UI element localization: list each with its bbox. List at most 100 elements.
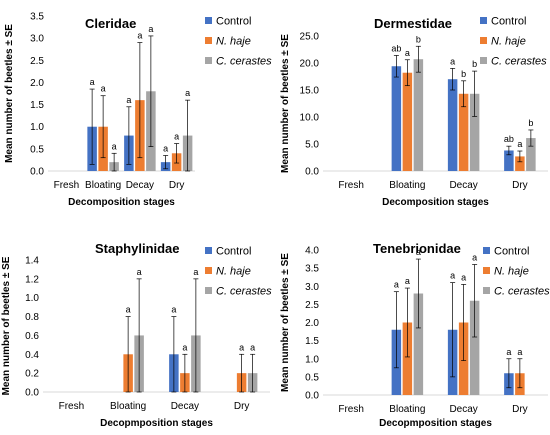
x-axis-label: Decomposition stages bbox=[68, 197, 175, 208]
bar bbox=[413, 293, 424, 395]
bar bbox=[402, 322, 413, 395]
bar bbox=[391, 66, 402, 171]
significance-letter: a bbox=[174, 132, 179, 142]
y-tick-label: 10.0 bbox=[300, 113, 320, 124]
significance-letter: a bbox=[405, 276, 410, 286]
significance-letter: a bbox=[101, 84, 106, 94]
legend-label: N. haje bbox=[491, 36, 526, 48]
significance-letter: a bbox=[126, 95, 131, 105]
y-tick-label: 3.0 bbox=[305, 282, 319, 293]
y-tick-label: 3.5 bbox=[305, 264, 319, 275]
y-tick-label: 1.0 bbox=[25, 293, 39, 304]
significance-letter: a bbox=[506, 347, 511, 357]
significance-letter: a bbox=[450, 271, 455, 281]
significance-letter: a bbox=[193, 267, 198, 277]
chart-panel: Cleridae 0.0 0.5 1.0 1.5 2.0 2.5 3.0 3.5 Mean num… bbox=[4, 12, 272, 209]
bar bbox=[515, 156, 525, 171]
y-tick-label: 1.0 bbox=[30, 122, 44, 133]
y-tick-label: 0.8 bbox=[25, 312, 39, 323]
y-tick-label: 0.5 bbox=[30, 144, 44, 155]
bar bbox=[526, 138, 536, 171]
y-tick-label: 5.0 bbox=[305, 140, 319, 151]
significance-letter: ab bbox=[391, 43, 401, 53]
legend-label: C. cerastes bbox=[216, 56, 272, 68]
significance-letter: a bbox=[148, 24, 153, 34]
x-axis-label: Decomposition stages bbox=[382, 197, 489, 208]
significance-letter: a bbox=[405, 48, 410, 58]
y-tick-label: 2.5 bbox=[305, 300, 319, 311]
x-tick-label: Dry bbox=[169, 180, 185, 191]
x-tick-label: Bloating bbox=[389, 404, 425, 415]
significance-letter: b bbox=[461, 69, 466, 79]
significance-letter: a bbox=[137, 31, 142, 41]
x-tick-label: Decay bbox=[449, 404, 477, 415]
significance-letter: a bbox=[163, 144, 168, 154]
y-tick-label: 4.0 bbox=[305, 246, 319, 257]
legend-swatch bbox=[205, 37, 212, 44]
significance-letter: a bbox=[461, 272, 466, 282]
chart-panel: Dermestidae 0.0 5.0 10.0 15.0 20.0 25.0 Mean nu… bbox=[280, 16, 548, 208]
significance-letter: a bbox=[112, 141, 117, 151]
significance-letter: ab bbox=[504, 134, 514, 144]
chart-title: Staphylinidae bbox=[95, 241, 180, 256]
y-tick-label: 0.6 bbox=[25, 331, 39, 342]
y-tick-label: 0.0 bbox=[30, 167, 44, 178]
x-tick-label: Fresh bbox=[54, 180, 80, 191]
legend-label: N. haje bbox=[494, 266, 529, 278]
significance-letter: a bbox=[171, 305, 176, 315]
significance-letter: a bbox=[394, 280, 399, 290]
x-tick-label: Fresh bbox=[338, 180, 364, 191]
y-tick-label: 0.0 bbox=[305, 391, 319, 402]
y-tick-label: 3.0 bbox=[30, 34, 44, 45]
chart-title: Tenebrionidae bbox=[373, 241, 461, 256]
x-tick-label: Decay bbox=[171, 401, 199, 412]
legend-swatch bbox=[483, 287, 490, 294]
legend-label: N. haje bbox=[216, 266, 251, 278]
y-tick-label: 1.5 bbox=[305, 336, 319, 347]
significance-letter: a bbox=[517, 347, 522, 357]
y-tick-label: 1.5 bbox=[30, 100, 44, 111]
y-tick-label: 0.0 bbox=[305, 167, 319, 178]
legend-label: C. cerastes bbox=[494, 286, 550, 298]
legend-label: Control bbox=[216, 16, 251, 28]
legend-swatch bbox=[205, 17, 212, 24]
legend-label: Control bbox=[491, 16, 526, 28]
legend-swatch bbox=[205, 287, 212, 294]
significance-letter: a bbox=[517, 139, 522, 149]
y-tick-label: 3.5 bbox=[30, 12, 44, 23]
x-tick-label: Bloating bbox=[110, 401, 146, 412]
significance-letter: b bbox=[528, 118, 533, 128]
y-axis-label: Mean number of beetles ± SE bbox=[4, 24, 15, 163]
x-tick-label: Bloating bbox=[85, 180, 121, 191]
y-axis-label: Mean number of beetles ± SE bbox=[1, 256, 12, 395]
legend-label: Control bbox=[216, 246, 251, 258]
y-tick-label: 2.0 bbox=[305, 318, 319, 329]
x-tick-label: Dry bbox=[512, 180, 528, 191]
legend-swatch bbox=[205, 247, 212, 254]
y-tick-label: 25.0 bbox=[300, 32, 320, 43]
y-tick-label: 0.2 bbox=[25, 369, 39, 380]
legend-label: N. haje bbox=[216, 36, 251, 48]
y-axis-label: Mean number of beetles ± SE bbox=[280, 34, 291, 173]
x-tick-label: Fresh bbox=[338, 404, 364, 415]
y-tick-label: 0.5 bbox=[305, 372, 319, 383]
y-tick-label: 1.0 bbox=[305, 354, 319, 365]
significance-letter: a bbox=[185, 88, 190, 98]
y-axis-label: Mean number of beetles ± SE bbox=[280, 253, 291, 392]
legend-swatch bbox=[483, 247, 490, 254]
x-tick-label: Decay bbox=[449, 180, 477, 191]
y-tick-label: 0.4 bbox=[25, 350, 39, 361]
significance-letter: a bbox=[182, 342, 187, 352]
legend-swatch bbox=[205, 57, 212, 64]
x-tick-label: Dry bbox=[512, 404, 528, 415]
chart-panel: Staphylinidae 0.0 0.2 0.4 0.6 0.8 1.0 1.2 1.4 Mea… bbox=[1, 241, 272, 429]
significance-letter: a bbox=[250, 342, 255, 352]
significance-letter: a bbox=[472, 253, 477, 263]
legend-swatch bbox=[483, 267, 490, 274]
legend-swatch bbox=[205, 267, 212, 274]
y-tick-label: 20.0 bbox=[300, 59, 320, 70]
x-tick-label: Fresh bbox=[59, 401, 85, 412]
y-tick-label: 1.4 bbox=[25, 256, 39, 267]
legend-label: C. cerastes bbox=[216, 286, 272, 298]
